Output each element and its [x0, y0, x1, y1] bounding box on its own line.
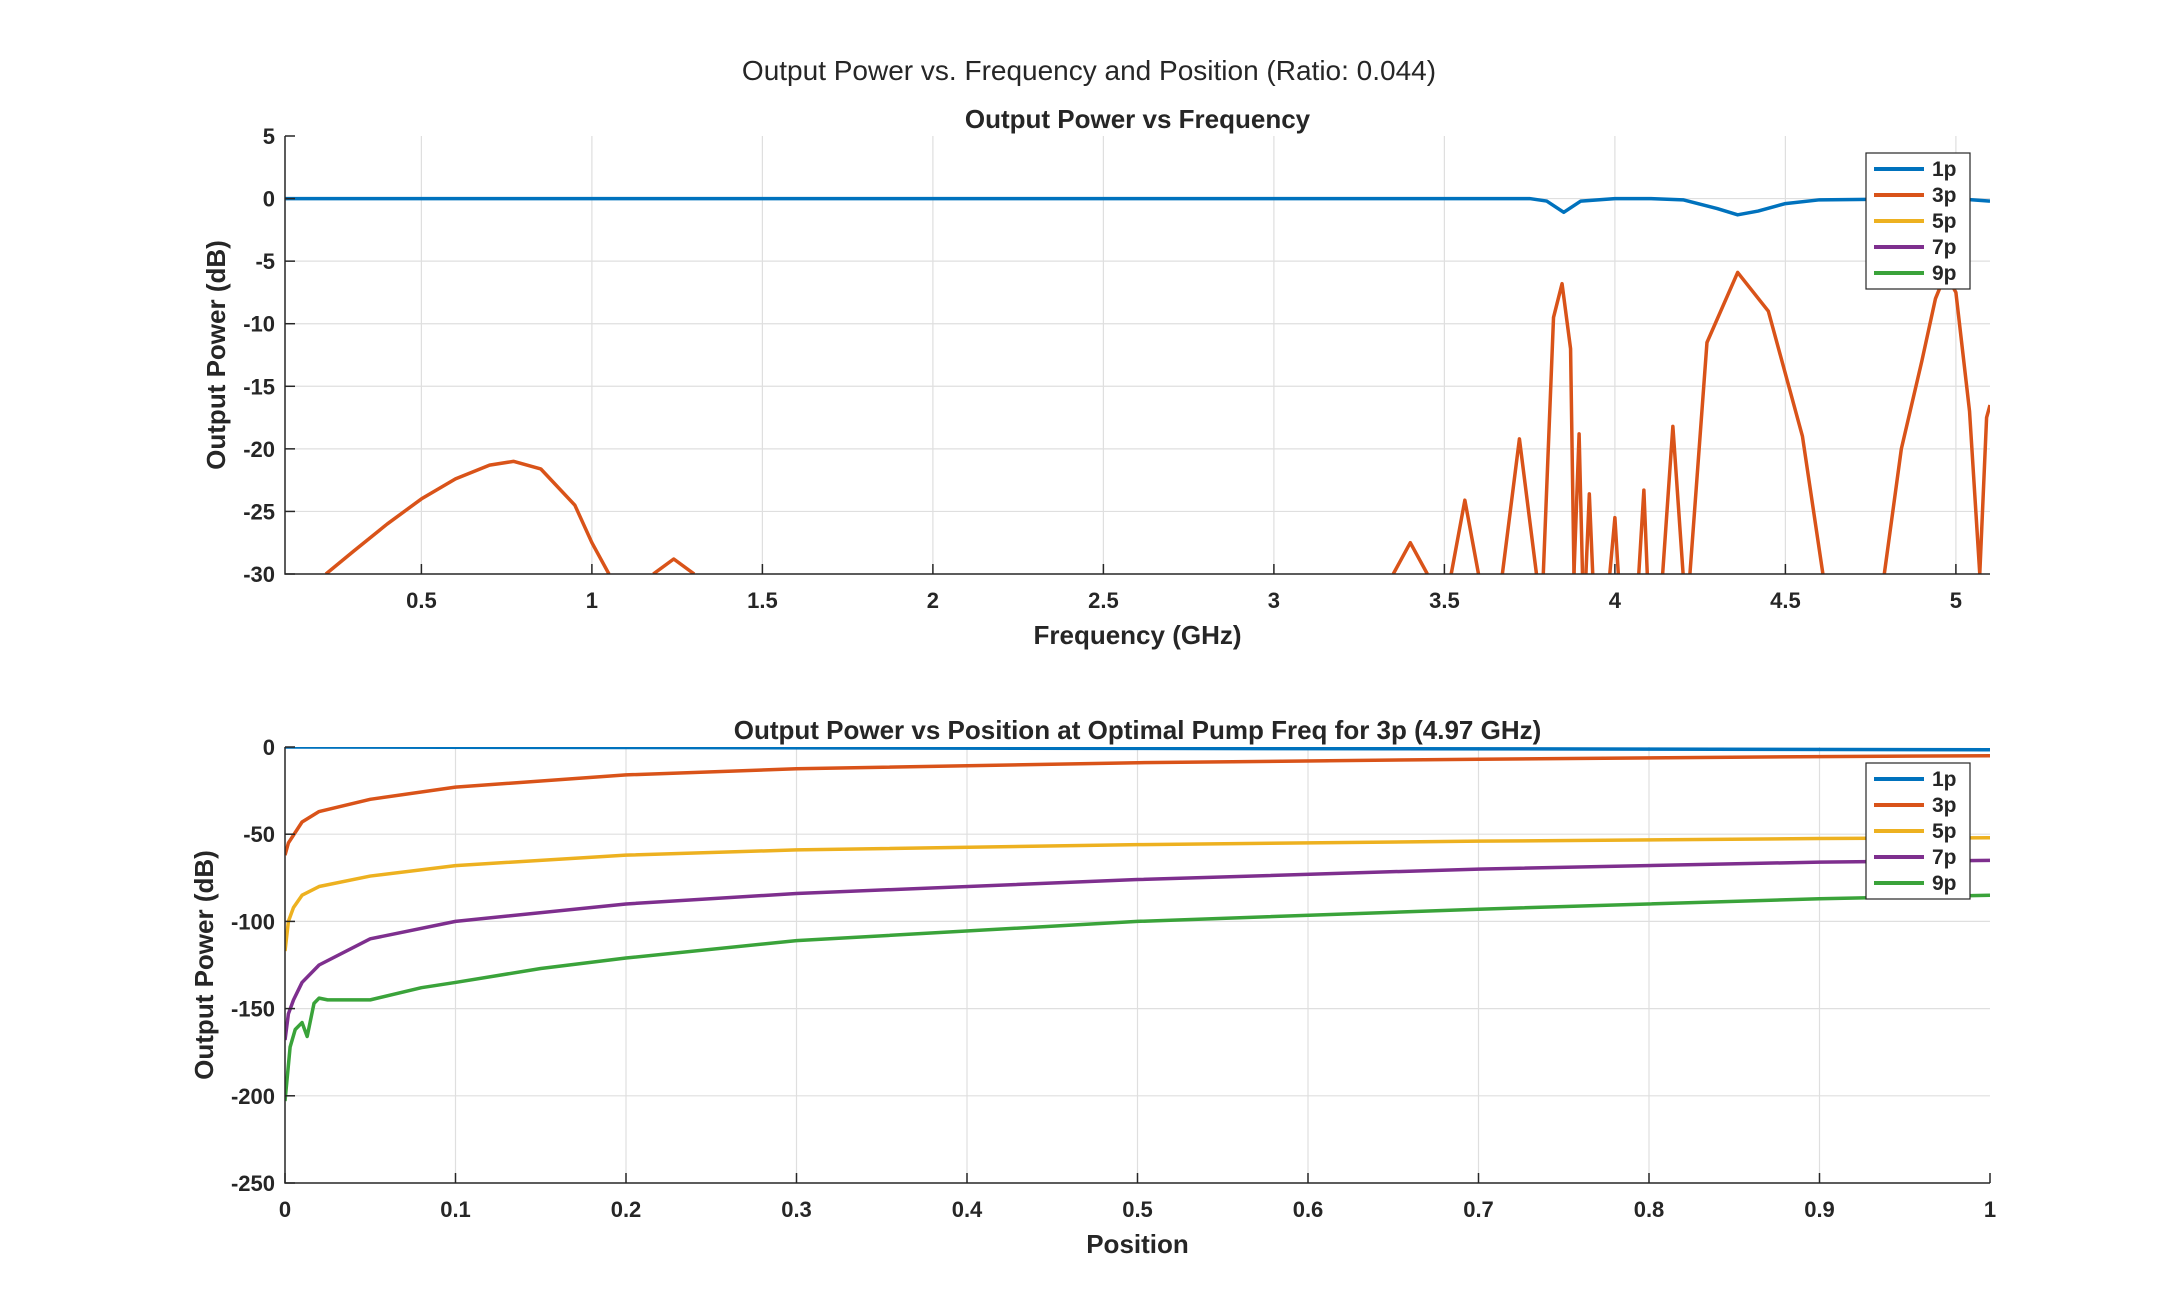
legend: 1p 3p 5p 7p 9p [1865, 762, 1971, 900]
y-tick-label: -150 [231, 997, 275, 1022]
series-line-3p [1637, 488, 1650, 574]
series-line-5p [285, 835, 1990, 952]
legend-label-1p: 1p [1932, 158, 1957, 181]
series-line-1p [285, 747, 1990, 752]
x-tick-label: 4 [1609, 588, 1622, 613]
x-tick-label: 0.5 [406, 588, 437, 613]
y-tick-label: 0 [263, 735, 275, 760]
y-tick-label: -30 [243, 562, 275, 587]
legend-label-3p: 3p [1932, 794, 1957, 817]
series-line-1p [285, 196, 1990, 217]
y-tick-label: -10 [243, 312, 275, 337]
figure-title: Output Power vs. Frequency and Position … [742, 55, 1436, 86]
legend-label-9p: 9p [1932, 262, 1957, 285]
axes-frame [284, 136, 1990, 575]
series-line-3p [1391, 540, 1429, 574]
y-axis-label: Output Power (dB) [201, 240, 231, 470]
series-line-9p [285, 893, 1990, 1102]
series-line-3p [1608, 515, 1621, 574]
series-line-3p [1541, 281, 1576, 574]
x-tick-label: 0.6 [1293, 1197, 1324, 1222]
series-line-3p [1882, 271, 1982, 574]
x-tick-label: 0.1 [440, 1197, 471, 1222]
x-tick-label: 5 [1950, 588, 1962, 613]
x-tick-label: 1.5 [747, 588, 778, 613]
series-line-3p [1572, 432, 1585, 574]
series-line-3p [1688, 270, 1825, 574]
y-tick-label: -5 [255, 249, 275, 274]
x-tick-label: 1 [586, 588, 598, 613]
series-line-3p [1449, 498, 1481, 574]
x-tick-label: 0 [279, 1197, 291, 1222]
legend-label-1p: 1p [1932, 768, 1957, 791]
y-tick-label: 5 [263, 124, 275, 149]
x-tick-label: 0.2 [611, 1197, 642, 1222]
legend-label-5p: 5p [1932, 820, 1957, 843]
series-line-3p [1660, 424, 1685, 574]
y-tick-label: -50 [243, 822, 275, 847]
legend-label-9p: 9p [1932, 872, 1957, 895]
x-tick-label: 0.4 [952, 1197, 983, 1222]
y-tick-label: -25 [243, 499, 275, 524]
legend-label-3p: 3p [1932, 184, 1957, 207]
y-tick-label: -15 [243, 374, 275, 399]
x-axis-label: Position [1086, 1229, 1189, 1259]
series-line-3p [1584, 492, 1595, 574]
axes-title: Output Power vs Frequency [965, 104, 1311, 134]
series-line-7p [285, 858, 1990, 1041]
x-tick-label: 0.8 [1634, 1197, 1665, 1222]
x-tick-label: 2.5 [1088, 588, 1119, 613]
x-axis-label: Frequency (GHz) [1033, 620, 1241, 650]
series-line-3p [324, 459, 611, 574]
x-tick-label: 1 [1984, 1197, 1996, 1222]
series-line-3p [1500, 437, 1539, 574]
x-tick-label: 4.5 [1770, 588, 1801, 613]
x-tick-label: 0.5 [1122, 1197, 1153, 1222]
y-tick-label: -200 [231, 1084, 275, 1109]
y-tick-label: -100 [231, 909, 275, 934]
axes-title: Output Power vs Position at Optimal Pump… [734, 715, 1542, 745]
x-tick-label: 2 [927, 588, 939, 613]
x-tick-label: 0.3 [781, 1197, 812, 1222]
series-line-3p [285, 753, 1990, 856]
x-tick-label: 0.7 [1463, 1197, 1494, 1222]
y-tick-label: -20 [243, 437, 275, 462]
legend-label-7p: 7p [1932, 846, 1957, 869]
legend-label-7p: 7p [1932, 236, 1957, 259]
series-line-3p [1978, 404, 1990, 574]
y-tick-label: -250 [231, 1171, 275, 1196]
legend-label-5p: 5p [1932, 210, 1957, 233]
x-tick-label: 3.5 [1429, 588, 1460, 613]
x-tick-label: 3 [1268, 588, 1280, 613]
position-chart: 0 0.1 0.2 0.3 0.4 0.5 0.6 0.7 0.8 0.9 1 0 -50 -100 -15… [189, 715, 1996, 1259]
series-line-3p [652, 557, 696, 574]
x-tick-label: 0.9 [1804, 1197, 1835, 1222]
legend: 1p 3p 5p 7p 9p [1865, 152, 1971, 290]
y-axis-label: Output Power (dB) [189, 850, 219, 1080]
y-tick-label: 0 [263, 187, 275, 212]
frequency-chart: 0.5 1 1.5 2 2.5 3 3.5 4 4.5 5 5 0 -5 -10 -15 -20 -25 -30 O… [201, 104, 1990, 650]
